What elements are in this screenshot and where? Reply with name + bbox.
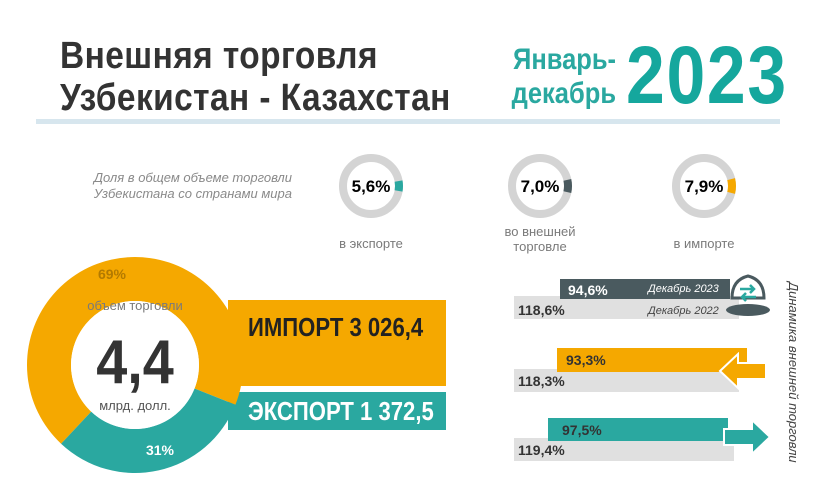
slice-label-import: 69% [97, 266, 127, 282]
export-bar [228, 392, 446, 430]
share-note: Доля в общем объеме торговли Узбекистана… [93, 170, 292, 201]
donut-slice-import [26, 257, 244, 444]
import-bar [228, 300, 446, 386]
year: 2023 [626, 30, 788, 121]
share-label-trade: во внешней торговле [504, 224, 576, 254]
donut-center-value: 4,4 [96, 328, 174, 397]
header-divider [36, 119, 780, 124]
share-label-export: в экспорте [339, 236, 403, 251]
period-line-1: Январь- [513, 43, 616, 76]
dyn-row3-current-bar [548, 418, 728, 441]
dyn-row1-current-bar [560, 279, 730, 299]
donut-slice-export [61, 388, 236, 473]
share-value-import: 7,9% [684, 177, 724, 196]
share-gauge-fill-import [727, 178, 736, 194]
dyn-row1-current: 94,6% [568, 282, 608, 298]
period-line-2: декабрь [511, 77, 616, 110]
dyn-row1-previous: 118,6% [518, 302, 565, 318]
export-arrow-icon [723, 418, 772, 456]
donut-hole [71, 301, 199, 429]
import-arrow-icon [718, 352, 767, 390]
slice-label-export: 31% [145, 442, 175, 458]
dyn-month-previous: Декабрь 2022 [648, 305, 719, 317]
dyn-row3-previous: 119,4% [518, 442, 565, 458]
dyn-row2-current: 93,3% [566, 352, 606, 368]
dyn-row2-previous-bar [514, 369, 739, 392]
share-value-export: 5,6% [351, 177, 391, 196]
dynamics-title: Динамика внешней торговли [786, 281, 801, 463]
donut-caption-bottom: млрд. долл. [99, 398, 171, 413]
import-bar-label: ИМПОРТ 3 026,4 [248, 312, 424, 342]
title-line-2: Узбекистан - Казахстан [60, 77, 451, 119]
export-bar-label: ЭКСПОРТ 1 372,5 [248, 396, 434, 426]
dyn-row2-previous: 118,3% [518, 373, 565, 389]
dyn-month-current: Декабрь 2023 [648, 283, 719, 295]
dyn-row3-previous-bar [514, 438, 734, 461]
share-gauge-fill-trade [563, 179, 572, 193]
share-label-import: в импорте [673, 236, 735, 251]
dyn-row1-previous-bar [514, 296, 739, 319]
dyn-row2-current-bar [557, 348, 747, 372]
dyn-row3-current: 97,5% [562, 422, 602, 438]
title-line-1: Внешняя торговля [60, 35, 378, 77]
trade-exchange-icon [726, 274, 770, 316]
share-value-trade: 7,0% [520, 177, 560, 196]
donut-caption-top: объем торговли [87, 298, 183, 313]
trade-donut-chart [26, 257, 244, 473]
dynamics-title-wrap: Динамика внешней торговли [786, 274, 806, 470]
